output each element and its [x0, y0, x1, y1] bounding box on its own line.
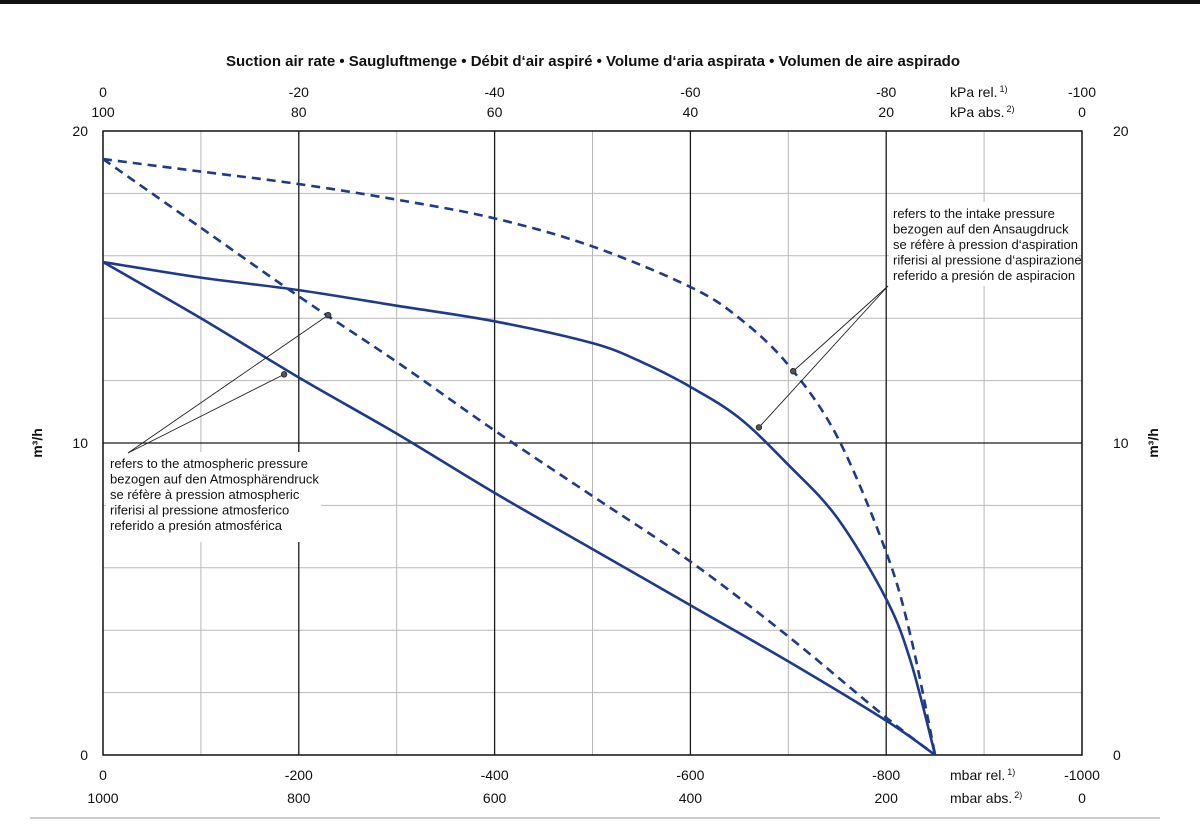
x-tick-label-bottom-abs: 800: [287, 790, 311, 806]
x-unit-bottom-rel-footnote: 1): [1007, 767, 1015, 777]
y-tick-label-left: 20: [72, 123, 88, 139]
x-tick-label-top-abs: 100: [91, 104, 115, 120]
x-tick-label-top-rel: -60: [680, 84, 700, 100]
y-tick-label-right: 20: [1113, 123, 1129, 139]
annotation-text-line: riferisi al pressione atmosferico: [110, 503, 289, 518]
annotation-point-marker: [280, 371, 288, 378]
x-tick-label-top-abs: 80: [291, 104, 307, 120]
annotation-leader-line: [792, 285, 889, 372]
x-unit-top-rel-footnote: 1): [999, 84, 1007, 94]
series-line-dashed-atmospheric: [102, 158, 936, 757]
annotation-text-line: se réfère à pression atmospheric: [110, 487, 300, 502]
x-unit-top-rel-text: kPa rel.: [950, 84, 997, 100]
annotation-point-marker: [789, 368, 797, 375]
x-tick-label-bottom-rel: -600: [676, 767, 704, 783]
annotation-leader-line: [127, 314, 329, 454]
x-tick-label-top-rel: 0: [99, 84, 107, 100]
x-unit-bottom-rel: mbar rel. 1): [950, 767, 1015, 783]
y-tick-label-right: 0: [1113, 747, 1121, 763]
annotation-box: [106, 452, 321, 542]
x-tick-label-bottom-abs: 600: [483, 790, 507, 806]
x-unit-top-abs-footnote: 2): [1006, 104, 1014, 114]
annotation-text-line: bezogen auf den Atmosphärendruck: [110, 472, 319, 487]
x-tick-label-bottom-abs: 200: [875, 790, 899, 806]
annotation-leader-line: [127, 373, 285, 454]
series-group: [102, 157, 937, 757]
annotation-text-line: riferisi al pressione d‘aspirazione: [893, 253, 1082, 268]
annotation-text-line: refers to the atmospheric pressure: [110, 456, 308, 471]
y-tick-label-left: 0: [80, 747, 88, 763]
x-tick-label-bottom-rel: -400: [481, 767, 509, 783]
annotations: refers to the atmospheric pressurebezoge…: [106, 202, 1082, 542]
x-tick-label-bottom-rel: -800: [872, 767, 900, 783]
series-line-solid-intake: [102, 260, 937, 756]
x-tick-label-top-abs: 60: [487, 104, 503, 120]
y-axis-label-right: m³/h: [1145, 428, 1161, 458]
x-unit-bottom-rel-text: mbar rel.: [950, 767, 1005, 783]
x-unit-top-abs-text: kPa abs.: [950, 104, 1004, 120]
annotation-box: [889, 202, 1079, 286]
x-tick-label-bottom-rel: 0: [99, 767, 107, 783]
annotation-text-line: referido a presión atmosférica: [110, 518, 283, 533]
x-unit-bottom-abs-footnote: 2): [1014, 790, 1022, 800]
x-tick-label-bottom-abs: 0: [1078, 790, 1086, 806]
top-border-bar: [0, 0, 1200, 4]
x-tick-label-top-rel: -40: [484, 84, 504, 100]
annotation-leader-line: [758, 285, 889, 428]
axes: 010000100-200800-2080-400600-4060-600400…: [72, 84, 1128, 806]
x-tick-label-top-abs: 0: [1078, 104, 1086, 120]
x-unit-top-abs: kPa abs. 2): [950, 104, 1015, 120]
x-tick-label-top-abs: 20: [878, 104, 894, 120]
x-tick-label-top-rel: -20: [289, 84, 309, 100]
x-unit-top-rel: kPa rel. 1): [950, 84, 1007, 100]
chart-title: Suction air rate • Saugluftmenge • Débit…: [226, 53, 960, 70]
x-unit-bottom-abs: mbar abs. 2): [950, 790, 1022, 806]
annotation-text-line: refers to the intake pressure: [893, 206, 1055, 221]
x-tick-label-bottom-rel: -1000: [1064, 767, 1100, 783]
plot-frame: [102, 130, 1083, 756]
x-tick-label-bottom-abs: 1000: [87, 790, 118, 806]
x-unit-bottom-abs-text: mbar abs.: [950, 790, 1012, 806]
annotation-text-line: referido a presión de aspiracion: [893, 268, 1075, 283]
annotation-text-line: bezogen auf den Ansaugdruck: [893, 222, 1069, 237]
x-tick-label-top-abs: 40: [683, 104, 699, 120]
y-axis-label-left: m³/h: [29, 428, 45, 458]
x-tick-label-top-rel: -80: [876, 84, 896, 100]
x-tick-label-top-rel: -100: [1068, 84, 1096, 100]
x-tick-label-bottom-abs: 400: [679, 790, 703, 806]
annotation-point-marker: [755, 424, 763, 431]
annotation-point-marker: [324, 311, 332, 319]
annotation-text-line: se réfère à pression d‘aspiration: [893, 237, 1078, 252]
y-tick-label-right: 10: [1113, 435, 1129, 451]
series-line-dashed-intake: [102, 157, 937, 756]
x-tick-label-bottom-rel: -200: [285, 767, 313, 783]
y-tick-label-left: 10: [72, 435, 88, 451]
series-line-solid-atmospheric: [102, 260, 936, 757]
